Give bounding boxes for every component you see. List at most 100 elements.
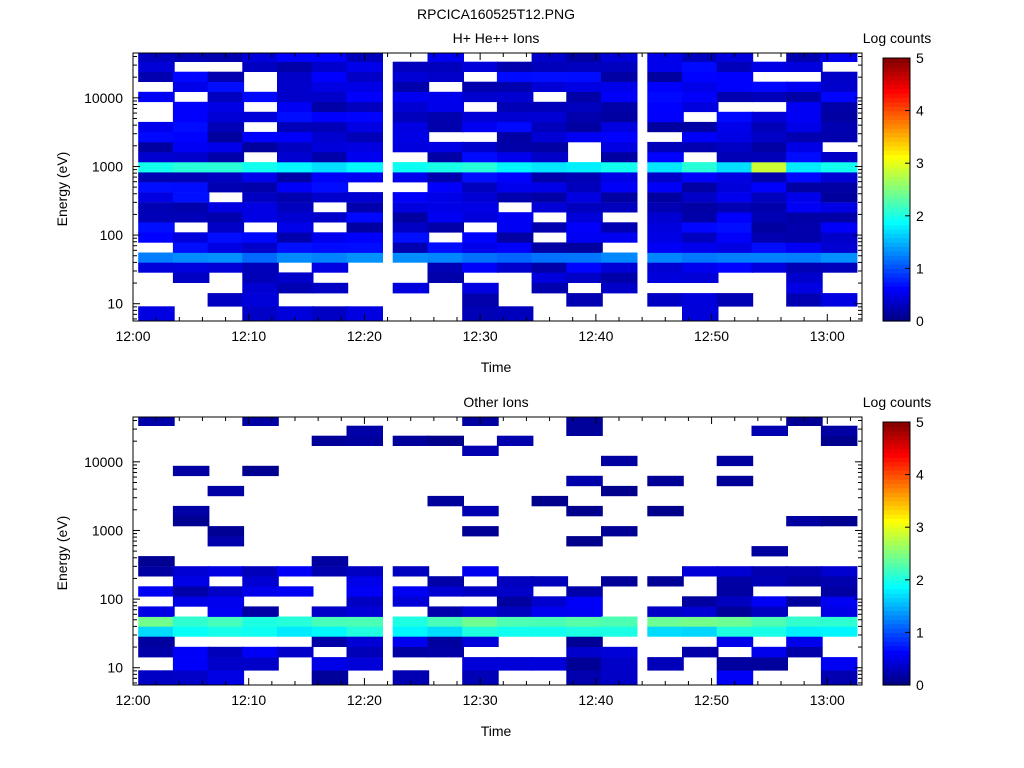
heatmap-cell [277,646,314,658]
colorbar-tick-label: 2 [916,572,924,588]
heatmap-cell [820,657,858,671]
heatmap-cell [311,282,349,294]
heatmap-cell [172,626,210,637]
heatmap-cell [786,121,823,133]
heatmap-cell [346,61,383,72]
colorbar-segment [883,207,910,212]
heatmap-cell [311,242,349,253]
heatmap-cell [427,162,464,173]
colorbar-segment [883,110,910,116]
heatmap-cell [647,71,684,82]
heatmap-cell [716,606,754,617]
heatmap-cell [566,596,603,607]
heatmap-cell [786,252,823,263]
x-axis-label: Time [481,723,512,739]
heatmap-cell [682,131,719,143]
heatmap-cell [751,141,788,153]
heatmap-cell [716,121,754,133]
heatmap-cell [751,262,788,273]
colorbar-segment [883,422,910,427]
heatmap-cell [786,626,823,637]
heatmap-cell [277,192,314,203]
colorbar-segment [883,316,910,322]
colorbar-frame [882,421,911,686]
heatmap-cell [242,626,279,637]
heatmap-cell [820,232,858,243]
colorbar-segment [883,641,910,647]
colorbar-tick-label: 2 [916,208,924,224]
heatmap-cell [496,141,534,153]
heatmap-cell [647,152,684,163]
heatmap-cell [647,61,684,72]
heatmap-cell [138,646,175,658]
heatmap-cell [138,417,175,426]
heatmap-cell [462,152,499,163]
heatmap-cell [277,182,314,193]
heatmap-cell [427,91,464,103]
colorbar-segment [883,470,910,476]
heatmap-cell [566,162,603,173]
heatmap-cell [172,262,210,273]
heatmap-cell [427,202,464,213]
heatmap-cell [531,162,569,173]
heatmap-cell [392,111,430,123]
heatmap-cell [207,596,245,607]
heatmap-cell [462,616,499,627]
heatmap-cell [566,636,603,647]
heatmap-cell [462,81,499,92]
heatmap-cells [138,417,858,686]
colorbar-segment [883,549,910,555]
heatmap-cell [716,141,754,153]
heatmap-cell [242,576,279,587]
heatmap-cell [751,232,788,243]
heatmap-cell [138,131,175,143]
heatmap-cell [531,53,569,62]
heatmap-cell [716,182,754,193]
colorbar-segment [883,544,910,550]
heatmap-cell [682,172,719,183]
heatmap-cell [462,526,499,537]
heatmap-cell [207,141,245,153]
heatmap-cell [647,141,684,153]
heatmap-cell [751,131,788,143]
heatmap-cell [207,626,245,637]
y-axis-label: Energy (eV) [54,516,70,591]
heatmap-cell [207,111,245,123]
heatmap-cell [172,162,210,173]
colorbar-segment [883,579,910,585]
heatmap-cell [277,91,314,103]
colorbar-tick-label: 4 [916,467,924,483]
heatmap-cell [427,586,464,597]
colorbar-segment [883,71,910,77]
heatmap-cell [751,111,788,123]
heatmap-cell [716,657,754,671]
heatmap-cell [751,242,788,253]
heatmap-cell [242,272,279,283]
heatmap-cell [496,435,534,446]
heatmap-cell [786,417,823,426]
heatmap-cell [207,71,245,82]
heatmap-cell [820,516,858,527]
heatmap-cell [751,91,788,103]
heatmap-cell [207,586,245,597]
heatmap-cell [346,646,383,658]
heatmap-cell [716,636,754,647]
heatmap-cell [311,606,349,617]
heatmap-cell [531,111,569,123]
heatmap-cell [820,121,858,133]
heatmap-cell [716,71,754,82]
heatmap-cell [820,616,858,627]
heatmap-cell [786,131,823,143]
colorbar-segment [883,522,910,528]
colorbar-segment [883,518,910,524]
heatmap-cell [531,606,569,617]
heatmap-cell [427,121,464,133]
colorbar-segment [883,299,910,305]
heatmap-cell [172,646,210,658]
heatmap-cell [207,262,245,273]
heatmap-cell [346,435,383,446]
heatmap-cell [207,646,245,658]
heatmap-cell [207,121,245,133]
heatmap-cell [311,616,349,627]
